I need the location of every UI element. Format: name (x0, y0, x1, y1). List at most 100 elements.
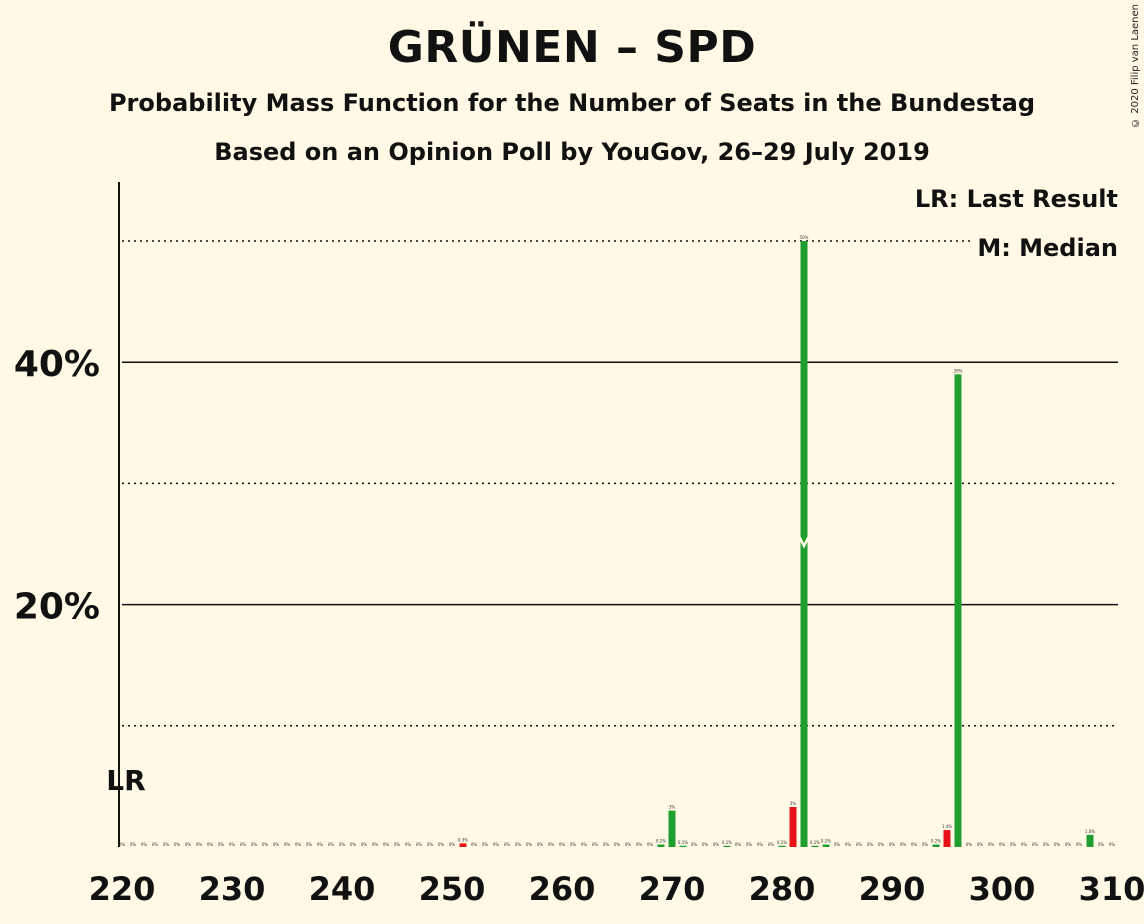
zero-label-301: 0% (1010, 842, 1017, 847)
zero-label-221: 0% (130, 842, 137, 847)
zero-label-226: 0% (185, 842, 192, 847)
x-tick-label-300: 300 (969, 870, 1036, 908)
bar-308 (1086, 834, 1094, 847)
zero-label-225: 0% (174, 842, 181, 847)
y-tick-label-40: 40% (14, 344, 100, 385)
zero-label-242: 0% (361, 842, 368, 847)
zero-label-232: 0% (251, 842, 258, 847)
zero-label-266: 0% (625, 842, 632, 847)
legend-last-result: LR: Last Result (910, 185, 1118, 213)
zero-label-272: 0% (691, 842, 698, 847)
x-tick-label-220: 220 (89, 870, 156, 908)
zero-label-293: 0% (922, 842, 929, 847)
median-marker (797, 535, 811, 549)
zero-label-292: 0% (911, 842, 918, 847)
zero-label-250: 0% (449, 842, 456, 847)
zero-label-264: 0% (603, 842, 610, 847)
bar-label-282: 50% (800, 235, 809, 240)
bar-label-270: 3% (669, 805, 676, 810)
x-tick-label-310: 310 (1079, 870, 1144, 908)
bar-label-283: 0.1% (810, 840, 820, 845)
bar-269 (657, 844, 665, 847)
zero-label-277: 0% (746, 842, 753, 847)
zero-label-223: 0% (152, 842, 159, 847)
bar-label-284: 0.2% (821, 839, 831, 844)
bar-280 (778, 845, 786, 847)
zero-label-254: 0% (493, 842, 500, 847)
zero-label-256: 0% (515, 842, 522, 847)
zero-label-234: 0% (273, 842, 280, 847)
zero-label-252: 0% (471, 842, 478, 847)
bar-label-281: 3% (790, 801, 797, 806)
bar-label-296: 39% (954, 368, 963, 373)
zero-label-260: 0% (559, 842, 566, 847)
chart-title: GRÜNEN – SPD (387, 22, 757, 73)
zero-label-273: 0% (702, 842, 709, 847)
zero-label-220: 0% (119, 842, 126, 847)
x-tick-label-280: 280 (749, 870, 816, 908)
chart-source-note: Based on an Opinion Poll by YouGov, 26–2… (214, 138, 930, 166)
legend-median: M: Median (973, 234, 1118, 262)
zero-label-287: 0% (856, 842, 863, 847)
bar-294 (932, 844, 940, 847)
zero-label-310: 0% (1109, 842, 1116, 847)
zero-label-229: 0% (218, 842, 225, 847)
zero-label-305: 0% (1054, 842, 1061, 847)
zero-label-291: 0% (900, 842, 907, 847)
zero-label-236: 0% (295, 842, 302, 847)
zero-label-255: 0% (504, 842, 511, 847)
x-tick-label-270: 270 (639, 870, 706, 908)
zero-label-235: 0% (284, 842, 291, 847)
x-tick-label-250: 250 (419, 870, 486, 908)
zero-label-279: 0% (768, 842, 775, 847)
zero-label-244: 0% (383, 842, 390, 847)
zero-label-303: 0% (1032, 842, 1039, 847)
zero-label-238: 0% (317, 842, 324, 847)
zero-label-285: 0% (834, 842, 841, 847)
y-tick-label-20: 20% (14, 587, 100, 628)
zero-label-259: 0% (548, 842, 555, 847)
zero-label-274: 0% (713, 842, 720, 847)
zero-label-289: 0% (878, 842, 885, 847)
zero-label-268: 0% (647, 842, 654, 847)
bar-label-308: 1.0% (1085, 829, 1095, 834)
zero-label-241: 0% (350, 842, 357, 847)
chart-subtitle: Probability Mass Function for the Number… (108, 89, 1036, 117)
zero-label-248: 0% (427, 842, 434, 847)
bar-284 (822, 844, 830, 847)
zero-label-224: 0% (163, 842, 170, 847)
zero-label-300: 0% (999, 842, 1006, 847)
zero-label-257: 0% (526, 842, 533, 847)
zero-label-299: 0% (988, 842, 995, 847)
zero-label-231: 0% (240, 842, 247, 847)
bar-label-280: 0.1% (777, 840, 787, 845)
x-tick-label-230: 230 (199, 870, 266, 908)
zero-label-246: 0% (405, 842, 412, 847)
zero-label-249: 0% (438, 842, 445, 847)
bar-label-275: 0.1% (722, 840, 732, 845)
zero-label-297: 0% (966, 842, 973, 847)
zero-label-261: 0% (570, 842, 577, 847)
zero-label-227: 0% (196, 842, 203, 847)
bar-label-251: 0.3% (458, 837, 468, 842)
bar-label-294: 0.2% (931, 839, 941, 844)
x-tick-label-290: 290 (859, 870, 926, 908)
zero-label-240: 0% (339, 842, 346, 847)
bar-281 (789, 807, 797, 847)
zero-label-309: 0% (1098, 842, 1105, 847)
zero-label-243: 0% (372, 842, 379, 847)
zero-label-262: 0% (581, 842, 588, 847)
zero-label-306: 0% (1065, 842, 1072, 847)
zero-label-247: 0% (416, 842, 423, 847)
zero-label-258: 0% (537, 842, 544, 847)
last-result-marker: LR (106, 764, 145, 797)
bar-295 (943, 830, 951, 847)
bar-251 (459, 843, 467, 847)
zero-label-233: 0% (262, 842, 269, 847)
x-tick-label-260: 260 (529, 870, 596, 908)
bar-label-295: 1.4% (942, 824, 952, 829)
x-tick-label-240: 240 (309, 870, 376, 908)
zero-label-237: 0% (306, 842, 313, 847)
zero-label-307: 0% (1076, 842, 1083, 847)
